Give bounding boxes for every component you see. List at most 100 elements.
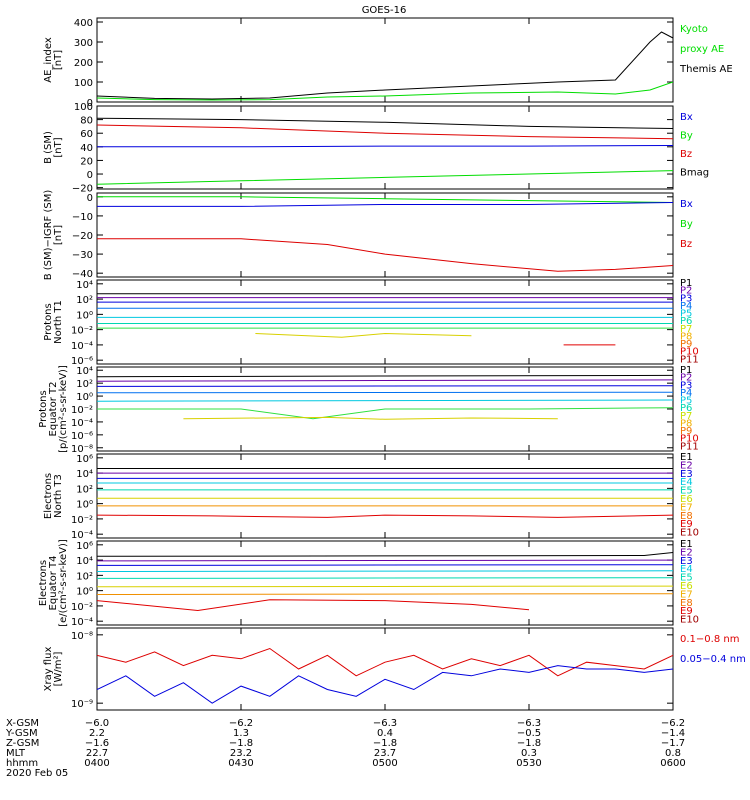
- legend-entry: E8: [680, 511, 693, 522]
- legend-entry: P6: [680, 403, 692, 414]
- y-tick-label: −30: [72, 250, 93, 261]
- y-axis-label: ElectronsNorth T3: [43, 473, 64, 519]
- legend-entry: E3: [680, 556, 693, 567]
- y-tick-label: 10⁶: [76, 454, 93, 465]
- ephemeris-value: −1.8: [229, 738, 253, 749]
- ephemeris-value: 0.8: [665, 748, 681, 759]
- legend-entry: P1: [680, 278, 692, 289]
- chart-title: GOES-16: [362, 5, 407, 16]
- legend-entry: P5: [680, 396, 692, 407]
- ephemeris-label: Z-GSM: [6, 738, 39, 749]
- ephemeris-value: 0400: [84, 758, 109, 769]
- series-line-3: [97, 385, 673, 387]
- y-tick-label: 200: [74, 58, 93, 69]
- series-line-3: [97, 564, 673, 566]
- legend-entry: Kyoto: [680, 24, 708, 35]
- y-axis-label-line: AE_index: [43, 37, 54, 83]
- ephemeris-value: 2.2: [89, 728, 105, 739]
- series-line-1: [97, 31, 673, 100]
- y-axis-label-line: Electrons: [43, 473, 54, 519]
- y-axis-label-line: Xray flux: [43, 647, 54, 692]
- y-tick-label: 10⁰: [76, 500, 93, 511]
- ephemeris-value: −6.3: [517, 718, 541, 729]
- series-line-2: [97, 81, 673, 101]
- series-line-6: [97, 407, 673, 420]
- series-line-3: [97, 238, 673, 272]
- y-axis-label: AE_index[nT]: [43, 37, 64, 83]
- y-tick-label: 10⁻⁶: [71, 431, 93, 442]
- ephemeris-value: 0.4: [377, 728, 393, 739]
- panel-frame: [96, 105, 674, 190]
- ephemeris-value: −6.0: [85, 718, 109, 729]
- ephemeris-value: 0.3: [521, 748, 537, 759]
- legend-entry: P10: [680, 347, 699, 358]
- y-tick-label: 10⁻²: [71, 515, 93, 526]
- ephemeris-label: MLT: [6, 748, 26, 759]
- legend-entry: P2: [680, 373, 692, 384]
- legend-entry: E2: [680, 460, 693, 471]
- ephemeris-value: −0.5: [517, 728, 541, 739]
- y-tick-label: −20: [72, 231, 93, 242]
- legend-entry: P3: [680, 293, 692, 304]
- series-line-2: [97, 559, 673, 562]
- ephemeris-value: 0530: [516, 758, 541, 769]
- y-tick-label: 0: [87, 170, 93, 181]
- y-tick-label: 10²: [76, 295, 93, 306]
- legend-entry: Bz: [680, 239, 692, 250]
- legend-entry: P4: [680, 301, 692, 312]
- y-axis-label: ElectronsEquator T4[e/(cm²-s-sr-keV)]: [38, 539, 69, 627]
- y-tick-label: 10²: [76, 484, 93, 495]
- legend-entry: 0.05−0.4 nm: [680, 654, 746, 665]
- legend-entry: E5: [680, 486, 693, 497]
- panel-frame: [96, 540, 674, 626]
- legend-entry: P10: [680, 434, 699, 445]
- y-tick-label: 10⁻⁹: [71, 699, 93, 710]
- legend-entry: P4: [680, 388, 692, 399]
- series-line-8: [255, 332, 472, 338]
- y-tick-label: 10⁻⁴: [71, 530, 93, 541]
- y-axis-label-line: Equator T4: [48, 556, 59, 611]
- y-tick-label: 10⁻²: [71, 326, 93, 337]
- series-line-6: [97, 585, 673, 588]
- legend-entry: E10: [680, 615, 699, 626]
- legend-entry: E9: [680, 519, 693, 530]
- legend-entry: P8: [680, 418, 692, 429]
- y-tick-label: 10⁴: [76, 366, 93, 377]
- ephemeris-value: 23.7: [374, 748, 396, 759]
- legend-entry: E4: [680, 564, 693, 575]
- y-axis-label-line: Protons: [38, 390, 49, 427]
- series-line-4: [97, 570, 673, 572]
- legend-entry: P9: [680, 339, 692, 350]
- panel-7: 10⁻⁴ 10⁻² 10⁰ 10² 10⁴ 10⁶ ElectronsEquator T4[…: [38, 539, 699, 628]
- y-tick-label: 10⁴: [76, 280, 93, 291]
- panel-1: 0 100 200 300 400 AE_index[nT] Kyoto proxy AE Th…: [43, 17, 733, 109]
- y-axis-label-line: [p/(cm²-s-sr-keV)]: [58, 365, 69, 453]
- panel-8: 10⁻⁹ 10⁻⁸ Xray flux[W/m²] 0.1−0.8 nm 0.05−0.…: [43, 627, 746, 711]
- y-axis-label-line: [W/m²]: [53, 651, 64, 686]
- y-tick-label: 100: [74, 102, 93, 113]
- y-tick-label: 100: [74, 78, 93, 89]
- series-line-2: [97, 124, 673, 140]
- legend-entry: E2: [680, 547, 693, 558]
- series-line-1: [97, 374, 673, 378]
- y-tick-label: 10⁻⁴: [71, 418, 93, 429]
- y-axis-label: B (SM)[nT]: [43, 131, 64, 164]
- legend-entry: E7: [680, 502, 693, 513]
- series-line-2: [97, 379, 673, 382]
- y-tick-label: 80: [80, 116, 93, 127]
- legend-entry: E6: [680, 494, 693, 505]
- y-axis-label: B (SM)−IGRF (SM)[nT]: [43, 190, 64, 281]
- y-axis-label-line: [nT]: [53, 137, 64, 157]
- y-axis-label-line: [e/(cm²-s-sr-keV)]: [58, 539, 69, 627]
- legend-entry: Bmag: [680, 167, 709, 178]
- y-tick-label: 0: [87, 193, 93, 204]
- legend-entry: E10: [680, 528, 699, 539]
- legend-entry: P7: [680, 411, 692, 422]
- legend-entry: E1: [680, 539, 693, 550]
- ephemeris-label: hhmm: [6, 758, 38, 769]
- y-tick-label: 10⁻⁴: [71, 341, 93, 352]
- legend-entry: E3: [680, 469, 693, 480]
- ephemeris-value: 22.7: [86, 748, 108, 759]
- series-line-2: [97, 202, 673, 207]
